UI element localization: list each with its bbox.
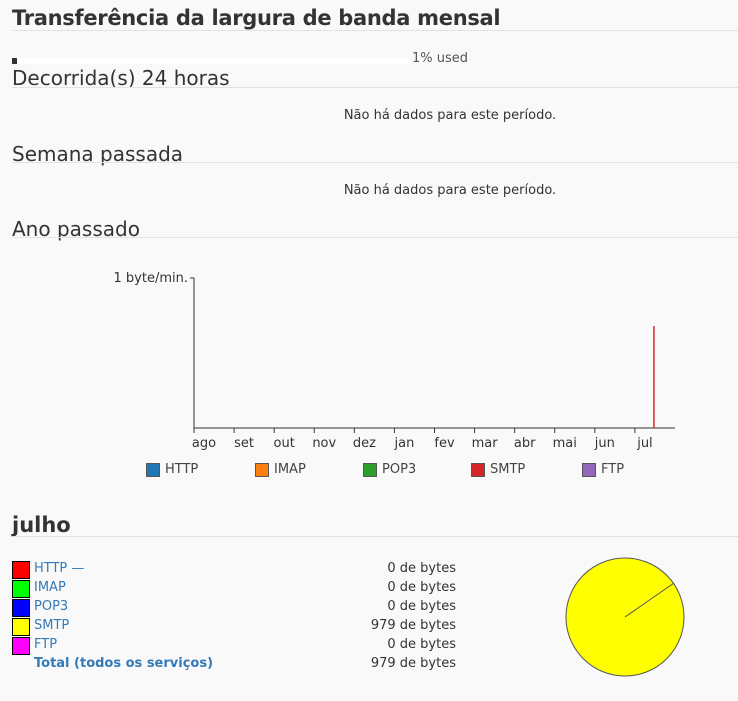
legend-item-smtp: SMTP [471,462,525,477]
section-title-day: Decorrida(s) 24 horas [12,66,230,90]
divider [12,162,738,163]
x-tick-label-fev: fev [434,436,455,451]
total-value: 979 de bytes [370,656,456,671]
service-link[interactable]: HTTP — [34,561,85,576]
service-color-swatch [12,561,30,579]
month-pie-chart [565,557,685,677]
legend-swatch [255,462,269,477]
legend-swatch [363,462,377,477]
month-title: julho [12,513,71,537]
service-value: 0 de bytes [387,580,456,595]
x-tick-label-mai: mai [553,436,577,451]
x-tick-label-jul: jul [636,436,652,451]
usage-progress-bar [12,58,409,64]
service-row: HTTP — 0 de bytes [12,561,456,579]
service-link[interactable]: FTP [34,637,58,652]
service-link[interactable]: SMTP [34,618,70,633]
no-data-message-week: Não há dados para este período. [343,183,557,198]
service-color-swatch [12,599,30,617]
x-tick-label-jun: jun [594,436,615,451]
legend-item-ftp: FTP [582,462,624,477]
service-value: 979 de bytes [370,618,456,633]
x-tick-label-dez: dez [353,436,376,451]
legend-label: POP3 [382,462,417,477]
legend-label: IMAP [274,462,306,477]
no-data-message-day: Não há dados para este período. [343,108,557,123]
service-row: IMAP 0 de bytes [12,580,456,598]
x-tick-label-nov: nov [312,436,336,451]
legend-item-imap: IMAP [255,462,306,477]
legend-label: SMTP [490,462,526,477]
service-value: 0 de bytes [387,561,456,576]
legend-item-http: HTTP [146,462,198,477]
legend-label: HTTP [165,462,199,477]
service-row: SMTP 979 de bytes [12,618,456,636]
total-link[interactable]: Total (todos os serviços) [34,656,214,671]
x-tick-label-mar: mar [472,436,499,451]
yearly-bandwidth-chart: 1 byte/min. ago set out nov dez jan fev mar abr ma… [114,271,675,451]
page-title: Transferência da largura de banda mensal [12,6,501,30]
service-link[interactable]: IMAP [34,580,66,595]
service-link[interactable]: POP3 [34,599,69,614]
legend-swatch [471,462,485,477]
legend-item-pop3: POP3 [363,462,416,477]
pie-slice-divider [624,582,675,618]
service-value: 0 de bytes [387,637,456,652]
service-color-swatch [12,580,30,598]
divider [12,30,738,31]
service-row: FTP 0 de bytes [12,637,456,655]
legend-label: FTP [601,462,625,477]
x-tick-label-out: out [274,436,295,451]
usage-label: 1% used [412,51,469,66]
x-tick-label-abr: abr [514,436,536,451]
y-tick-label: 1 byte/min. [114,271,188,286]
x-tick-label-jan: jan [394,436,415,451]
service-row: POP3 0 de bytes [12,599,456,617]
divider [12,237,738,238]
legend-swatch [146,462,160,477]
legend-swatch [582,462,596,477]
x-tick-label-ago: ago [192,436,216,451]
chart-legend: HTTP IMAP POP3 SMTP FTP [0,462,738,482]
service-color-swatch [12,618,30,636]
divider [12,87,738,88]
divider [12,536,738,537]
service-value: 0 de bytes [387,599,456,614]
usage-progress-fill [13,58,17,64]
total-row: Total (todos os serviços) 979 de bytes [12,656,456,674]
x-tick-label-set: set [234,436,254,451]
service-color-swatch [12,637,30,655]
